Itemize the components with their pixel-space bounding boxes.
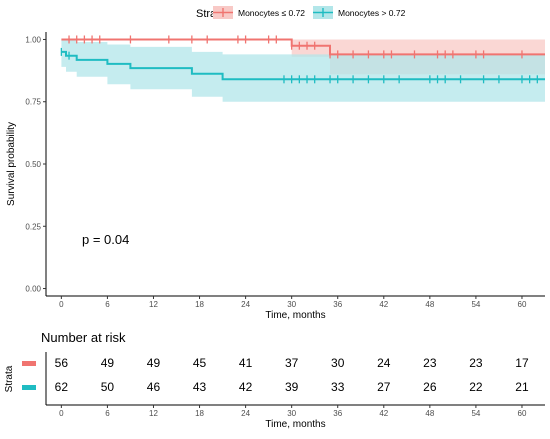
- x-tick-label: 0: [59, 300, 64, 309]
- risk-x-tick-label: 0: [59, 409, 64, 418]
- risk-y-axis-title: Strata: [4, 365, 15, 392]
- survival-curve-low: [61, 38, 545, 56]
- x-tick-label: 24: [241, 300, 250, 309]
- risk-x-tick-label: 24: [241, 409, 250, 418]
- risk-count: 42: [239, 380, 253, 394]
- risk-count: 33: [331, 380, 345, 394]
- risk-x-tick-label: 42: [379, 409, 388, 418]
- legend-label-high: Monocytes > 0.72: [338, 8, 406, 18]
- x-tick-label: 30: [287, 300, 296, 309]
- risk-x-axis-title: Time, months: [265, 419, 325, 430]
- risk-count: 17: [515, 356, 529, 370]
- risk-count: 23: [423, 356, 437, 370]
- risk-row-key: [22, 361, 36, 366]
- risk-count: 45: [193, 356, 207, 370]
- risk-count: 37: [285, 356, 299, 370]
- risk-count: 27: [377, 380, 391, 394]
- risk-row-key: [22, 385, 36, 390]
- y-tick-label: 0.25: [25, 222, 41, 231]
- risk-count: 21: [515, 380, 529, 394]
- km-plot: 0.00 0.25 0.50 0.75 1.00 0 6 12 18 24 30 36 42 48 54 60…: [6, 32, 546, 321]
- x-tick-label: 18: [195, 300, 204, 309]
- x-tick-label: 6: [105, 300, 110, 309]
- x-axis-title: Time, months: [265, 310, 325, 321]
- risk-count: 43: [193, 380, 207, 394]
- risk-x-tick-label: 48: [425, 409, 434, 418]
- y-tick-label: 0.00: [25, 285, 41, 294]
- risk-count: 62: [55, 380, 69, 394]
- risk-x-tick-label: 36: [333, 409, 342, 418]
- x-tick-label: 54: [471, 300, 480, 309]
- y-tick-label: 0.50: [25, 160, 41, 169]
- survival-curve-high: [61, 50, 545, 81]
- risk-x-tick-label: 18: [195, 409, 204, 418]
- risk-x-tick-label: 30: [287, 409, 296, 418]
- risk-count: 30: [331, 356, 345, 370]
- risk-x-tick-label: 54: [471, 409, 480, 418]
- risk-x-tick-label: 60: [518, 409, 527, 418]
- risk-x-tick-label: 6: [105, 409, 110, 418]
- risk-count: 23: [469, 356, 483, 370]
- risk-count: 22: [469, 380, 483, 394]
- x-tick-label: 48: [425, 300, 434, 309]
- x-tick-label: 12: [149, 300, 158, 309]
- risk-table: Number at risk 56 49 49 45 41 37 30 24 23 23 17 62 5…: [4, 330, 545, 430]
- legend: Strata Monocytes ≤ 0.72 Monocytes > 0.72: [196, 6, 406, 20]
- risk-count: 50: [101, 380, 115, 394]
- legend-key-high: [313, 6, 333, 19]
- y-tick-label: 1.00: [25, 35, 41, 44]
- legend-label-low: Monocytes ≤ 0.72: [238, 8, 305, 18]
- p-value-annotation: p = 0.04: [82, 232, 129, 247]
- risk-count: 49: [147, 356, 161, 370]
- y-tick-label: 0.75: [25, 98, 41, 107]
- risk-count: 56: [55, 356, 69, 370]
- risk-count: 24: [377, 356, 391, 370]
- risk-table-title: Number at risk: [41, 330, 126, 345]
- risk-x-tick-label: 12: [149, 409, 158, 418]
- risk-count: 46: [147, 380, 161, 394]
- risk-count: 49: [101, 356, 115, 370]
- y-axis-title: Survival probability: [6, 122, 17, 206]
- risk-count: 39: [285, 380, 299, 394]
- risk-count: 41: [239, 356, 253, 370]
- x-tick-label: 36: [333, 300, 342, 309]
- risk-count: 26: [423, 380, 437, 394]
- legend-key-low: [213, 6, 233, 19]
- x-tick-label: 42: [379, 300, 388, 309]
- x-tick-label: 60: [518, 300, 527, 309]
